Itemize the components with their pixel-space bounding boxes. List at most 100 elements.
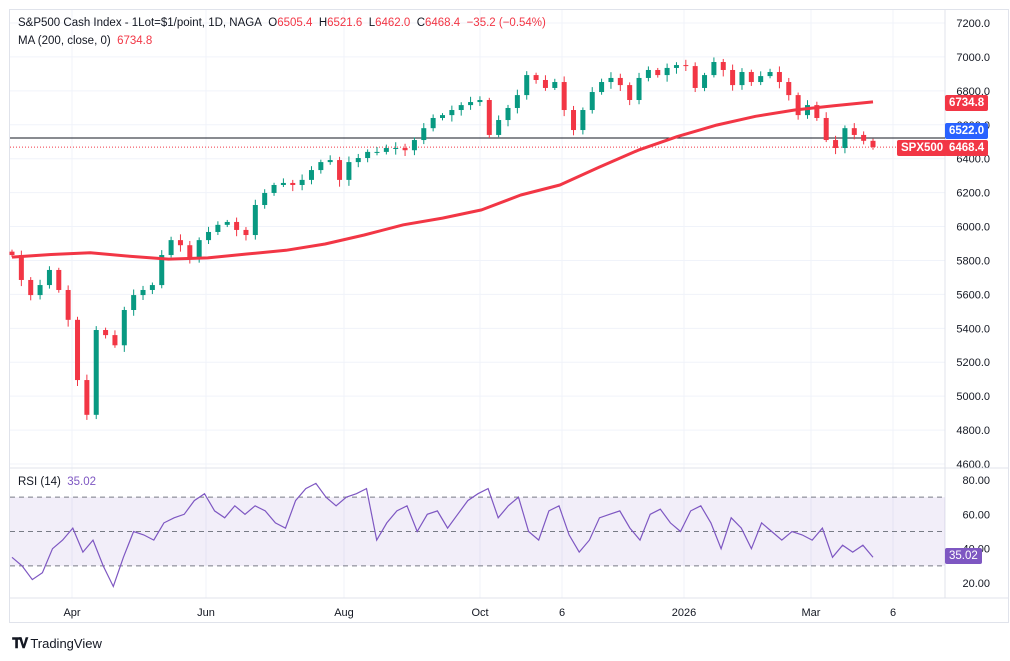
symbol-tag: SPX500	[897, 140, 948, 156]
change-value: −35.2 (−0.54%)	[466, 17, 546, 29]
candle-body	[833, 140, 839, 149]
x-tick-label: Aug	[334, 607, 354, 619]
y-tick-label: 6000.0	[956, 222, 990, 234]
y-tick-label: 5600.0	[956, 289, 990, 301]
candle-body	[149, 285, 155, 290]
candle-body	[262, 192, 268, 206]
high-label: H	[318, 17, 328, 29]
candle-body	[636, 77, 642, 101]
candle-body	[365, 151, 371, 159]
ma200-line	[11, 100, 874, 261]
symbol-title: S&P500 Cash Index - 1Lot=$1/point, 1D, N…	[18, 17, 262, 29]
candle-body	[580, 110, 586, 131]
y-tick-label: 5000.0	[956, 391, 990, 403]
x-tick-label: Mar	[802, 607, 821, 619]
candle-body	[430, 117, 436, 129]
candle-body	[131, 295, 137, 310]
candle-body	[187, 245, 193, 258]
candle-body	[18, 255, 24, 280]
rsi-tick-label: 80.00	[962, 475, 990, 487]
candle-body	[561, 82, 567, 111]
candle-body	[206, 231, 212, 241]
rsi-value-tag: 35.02	[945, 548, 982, 564]
ma-legend[interactable]: MA (200, close, 0) 6734.8	[18, 35, 152, 47]
chart-frame	[9, 9, 1009, 623]
candle-body	[814, 105, 820, 118]
candle-body	[103, 330, 109, 336]
candle-body	[37, 285, 43, 296]
tradingview-icon: 𝐓𝐕	[12, 635, 28, 651]
y-tick-label: 7200.0	[956, 18, 990, 30]
candle-body	[673, 65, 679, 68]
candle-body	[299, 179, 305, 185]
candle-body	[786, 82, 792, 96]
candle-body	[496, 120, 502, 135]
candle-body	[514, 95, 520, 108]
rsi-value: 35.02	[67, 476, 96, 488]
candle-body	[280, 182, 286, 185]
candle-body	[683, 65, 689, 67]
y-tick-label: 6800.0	[956, 86, 990, 98]
candle-body	[121, 309, 127, 346]
x-tick-label: Apr	[63, 607, 80, 619]
candle-body	[795, 95, 801, 116]
x-tick-label: 6	[559, 607, 565, 619]
close-label: C	[416, 17, 425, 29]
x-tick-label: Oct	[471, 607, 488, 619]
candle-body	[823, 117, 829, 141]
ma-title: MA (200, close, 0)	[18, 35, 111, 47]
rsi-tick-label: 20.00	[962, 578, 990, 590]
candle-body	[318, 162, 324, 171]
y-tick-label: 5800.0	[956, 255, 990, 267]
y-tick-label: 5400.0	[956, 323, 990, 335]
candle-body	[589, 92, 595, 111]
y-tick-label: 6200.0	[956, 188, 990, 200]
candle-body	[421, 128, 427, 141]
candle-body	[355, 158, 361, 163]
symbol-legend: S&P500 Cash Index - 1Lot=$1/point, 1D, N…	[18, 17, 546, 29]
candle-body	[655, 69, 661, 76]
candle-body	[505, 107, 511, 121]
candle-body	[776, 72, 782, 83]
candle-body	[374, 151, 380, 153]
candle-body	[571, 110, 577, 131]
candle-body	[851, 128, 857, 135]
x-tick-label: Jun	[197, 607, 215, 619]
last-price-tag: 6468.4	[945, 140, 989, 156]
candle-body	[748, 72, 754, 83]
candle-body	[627, 85, 633, 101]
candle-body	[46, 269, 52, 286]
candle-body	[93, 330, 99, 415]
brand-name: TradingView	[30, 636, 102, 651]
candle-body	[252, 205, 258, 236]
candle-body	[75, 319, 81, 381]
candle-body	[177, 240, 183, 246]
candle-body	[599, 82, 605, 93]
candle-body	[702, 75, 708, 88]
high-value: 6521.6	[327, 17, 363, 29]
candle-body	[870, 140, 876, 148]
candle-body	[861, 134, 867, 141]
x-tick-label: 6	[890, 607, 896, 619]
rsi-legend[interactable]: RSI (14) 35.02	[18, 476, 96, 488]
y-tick-label: 7000.0	[956, 52, 990, 64]
y-tick-label: 4600.0	[956, 459, 990, 471]
y-tick-label: 4800.0	[956, 425, 990, 437]
candle-body	[440, 115, 445, 118]
tradingview-logo[interactable]: 𝐓𝐕 TradingView	[12, 635, 102, 652]
candle-body	[308, 170, 314, 180]
candle-body	[608, 77, 614, 83]
candle-body	[65, 289, 71, 320]
candle-body	[692, 66, 698, 88]
candle-body	[411, 140, 417, 151]
candle-body	[140, 289, 146, 296]
y-tick-label: 5200.0	[956, 357, 990, 369]
open-label: O	[268, 17, 278, 29]
candle-body	[393, 148, 399, 150]
candle-body	[243, 229, 249, 236]
candle-body	[56, 269, 62, 290]
candle-body	[9, 251, 15, 256]
rsi-title: RSI (14)	[18, 476, 61, 488]
candle-body	[383, 148, 389, 152]
